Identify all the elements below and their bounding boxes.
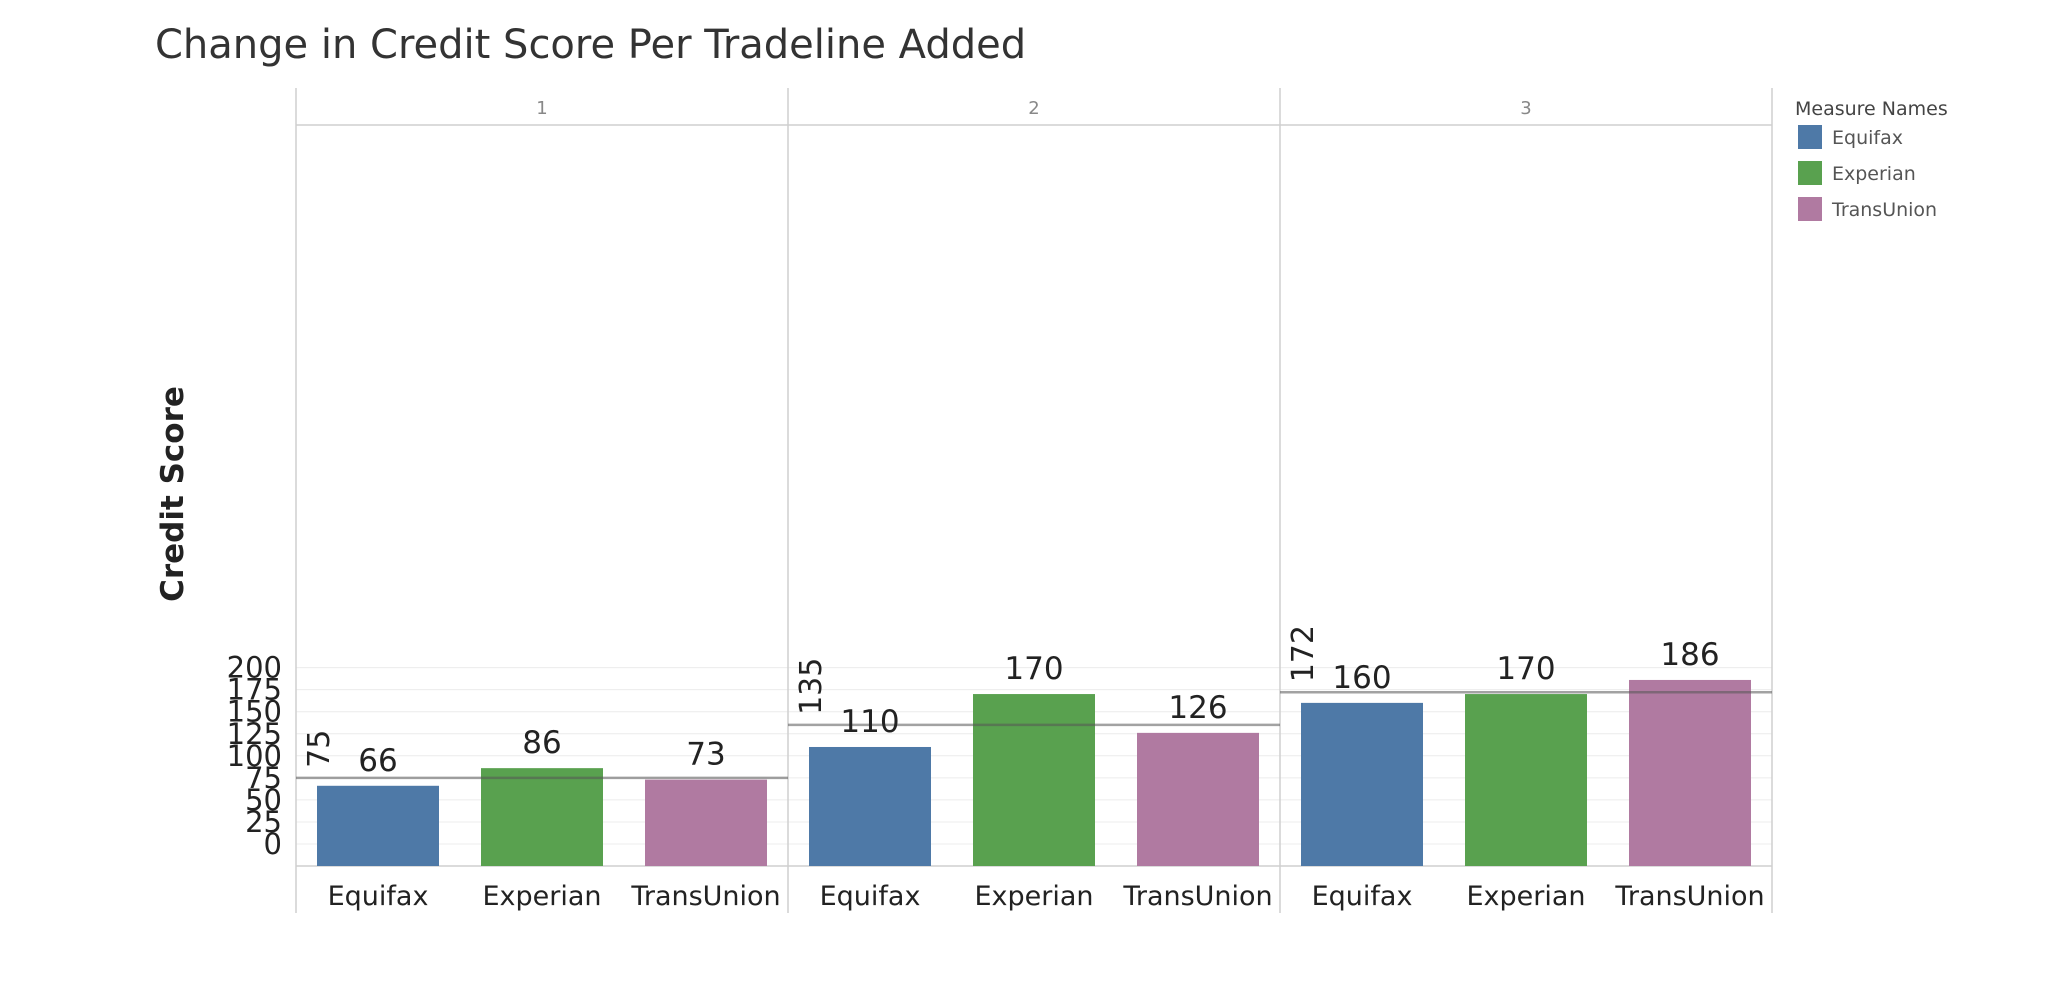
- y-tick-label: 25: [245, 805, 282, 839]
- bar-experian: [481, 768, 603, 866]
- data-label: 186: [1660, 637, 1719, 673]
- y-axis-label: Credit Score: [155, 386, 191, 602]
- data-label: 126: [1168, 690, 1227, 726]
- legend: Measure Names Equifax Experian TransUnion: [1795, 98, 1948, 221]
- data-label: 66: [358, 743, 397, 779]
- bar-equifax: [317, 785, 439, 866]
- x-tick-label: TransUnion: [1122, 881, 1272, 912]
- legend-label: TransUnion: [1831, 199, 1937, 221]
- legend-title: Measure Names: [1795, 98, 1948, 120]
- y-tick-label: 125: [227, 717, 282, 751]
- x-tick-label: TransUnion: [1614, 881, 1764, 912]
- legend-label: Equifax: [1832, 127, 1903, 149]
- legend-label: Experian: [1832, 163, 1916, 185]
- bar-transunion: [645, 779, 767, 866]
- bar-experian: [973, 694, 1095, 866]
- y-tick-label: 75: [245, 761, 282, 795]
- x-tick-label: TransUnion: [630, 881, 780, 912]
- reference-line-label: 75: [302, 730, 337, 768]
- data-label: 160: [1332, 660, 1391, 696]
- data-label: 73: [686, 737, 725, 773]
- data-label: 110: [840, 704, 899, 740]
- y-tick-label: 0: [264, 827, 282, 861]
- reference-line-label: 172: [1286, 625, 1321, 682]
- x-tick-label: Equifax: [328, 881, 429, 912]
- y-tick-label: 100: [227, 739, 282, 773]
- data-label: 170: [1004, 651, 1063, 687]
- legend-swatch: [1798, 125, 1822, 149]
- reference-line-label: 135: [794, 658, 829, 715]
- data-label: 86: [522, 725, 561, 761]
- y-tick-label: 200: [227, 651, 282, 685]
- panel-label: 1: [536, 98, 547, 119]
- legend-swatch: [1798, 197, 1822, 221]
- bar-transunion: [1137, 732, 1259, 866]
- x-tick-label: Equifax: [1312, 881, 1413, 912]
- x-tick-label: Experian: [974, 881, 1093, 912]
- chart-title: Change in Credit Score Per Tradeline Add…: [155, 22, 1026, 68]
- panel-label: 3: [1520, 98, 1531, 119]
- bar-equifax: [809, 746, 931, 866]
- reference-lines: [296, 691, 1772, 780]
- bars: [317, 679, 1751, 866]
- x-tick-label: Experian: [1466, 881, 1585, 912]
- panel-label: 2: [1028, 98, 1039, 119]
- x-tick-label: Experian: [482, 881, 601, 912]
- bar-experian: [1465, 694, 1587, 866]
- x-tick-label: Equifax: [820, 881, 921, 912]
- y-tick-label: 150: [227, 695, 282, 729]
- labels: 1 66 Equifax 86 Experian 73 TransUnion 75 2 110 Eq…: [302, 98, 1765, 912]
- y-tick-label: 50: [245, 783, 282, 817]
- bar-equifax: [1301, 702, 1423, 866]
- data-label: 170: [1496, 651, 1555, 687]
- y-tick-label: 175: [227, 673, 282, 707]
- legend-swatch: [1798, 161, 1822, 185]
- bar-transunion: [1629, 679, 1751, 866]
